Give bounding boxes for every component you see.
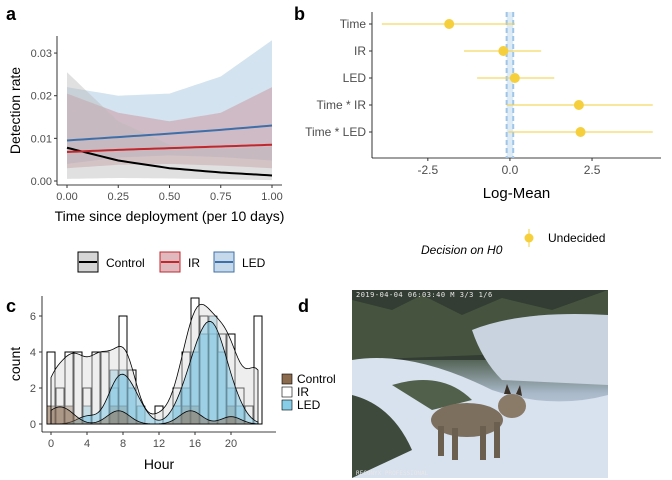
panel-b-chart: Time IR LED Time * IR Time * LED -2.5 0.0 2.5 Lo… xyxy=(305,12,661,257)
panel-label-c: c xyxy=(6,296,17,316)
panel-a-line-led xyxy=(66,124,273,142)
panel-label-a: a xyxy=(6,4,17,24)
panel-a-y-tick-label: 0.00 xyxy=(31,176,52,188)
panel-a-y-tick-label: 0.02 xyxy=(31,91,52,103)
panel-b-reference-band xyxy=(506,12,514,158)
panel-a-x-tick-label: 1.00 xyxy=(261,191,282,203)
panel-b-category-label: Time * IR xyxy=(316,98,366,112)
photo-timestamp: 2019-04-04 06:03:40 M 3/3 1/6 xyxy=(356,291,493,299)
panel-c-y-tick-label: 0 xyxy=(30,419,36,431)
panel-b-estimate-point xyxy=(509,73,520,83)
panel-a-band-led xyxy=(67,40,272,164)
panel-a-x-tick-label: 0.25 xyxy=(108,191,129,203)
panel-c-x-label: Hour xyxy=(144,456,175,472)
panel-a-band-control xyxy=(67,72,272,181)
panel-label-b: b xyxy=(294,4,305,24)
panel-a-legend-label-control: Control xyxy=(106,256,145,270)
panel-b-category-label: IR xyxy=(354,44,366,58)
panel-b-estimate-point xyxy=(573,100,584,110)
panel-a-x-tick-label: 0.75 xyxy=(210,191,231,203)
panel-c-x-tick-label: 16 xyxy=(189,438,201,450)
panel-label-d: d xyxy=(298,296,309,316)
panel-a-x-tick-label: 0.00 xyxy=(56,191,77,203)
panel-c-y-tick-label: 2 xyxy=(30,383,36,395)
panel-c-y-tick-label: 6 xyxy=(30,311,36,323)
lynx-icon xyxy=(431,384,526,460)
panel-c-y-label: count xyxy=(7,347,23,381)
panel-c-legend-label-ir: IR xyxy=(297,385,309,399)
panel-a-line-control xyxy=(66,146,273,177)
panel-a-y-label: Detection rate xyxy=(7,67,23,154)
panel-b-category-label: Time * LED xyxy=(305,125,366,139)
panel-c-x-tick-label: 8 xyxy=(120,438,126,450)
panel-a-y-tick-label: 0.03 xyxy=(31,48,52,60)
panel-a-x-tick-label: 0.50 xyxy=(159,191,180,203)
panel-b-estimate-point xyxy=(575,127,586,137)
panel-c-x-tick-label: 12 xyxy=(153,438,165,450)
photo-scene xyxy=(352,290,608,478)
panel-c-legend-label-led: LED xyxy=(297,398,321,412)
panel-b-legend-title: Decision on H0 xyxy=(421,243,503,257)
panel-c-x-tick-label: 20 xyxy=(225,438,237,450)
panel-b-estimate-point xyxy=(444,19,455,29)
panel-a-x-label: Time since deployment (per 10 days) xyxy=(55,208,285,224)
panel-a-band-ir xyxy=(67,87,272,169)
panel-c-density-led xyxy=(50,320,259,425)
panel-a-legend-label-led: LED xyxy=(242,256,266,270)
panel-b-category-label: LED xyxy=(343,71,367,85)
panel-a-legend-label-ir: IR xyxy=(188,256,200,270)
lynx-camera-trap-photo: 2019-04-04 06:03:40 M 3/3 1/6 RECONYX PR… xyxy=(352,290,608,478)
panel-c-legend-key-control xyxy=(281,373,293,385)
panel-a-chart: 0.00 0.01 0.02 0.03 0.00 0.25 0.50 0.75 1.00 Time… xyxy=(7,36,285,273)
panel-b-category-label: Time xyxy=(340,17,367,31)
panel-c-x-tick-label: 4 xyxy=(84,438,90,450)
photo-brand: RECONYX PROFESSIONAL xyxy=(356,470,429,477)
panel-b-legend-label: Undecided xyxy=(548,231,605,245)
panel-b-x-label: Log-Mean xyxy=(483,185,551,202)
panel-b-x-tick-label: 0.0 xyxy=(502,163,519,177)
panel-a-line-ir xyxy=(66,143,273,153)
panel-a-y-tick-label: 0.01 xyxy=(31,133,52,145)
panel-b-legend-key-point xyxy=(524,233,534,243)
panel-b-estimate-point xyxy=(498,46,509,56)
panel-c-legend-label-control: Control xyxy=(297,372,336,386)
panel-c-density-ir xyxy=(50,303,259,425)
panel-c-density-control xyxy=(50,406,259,425)
panel-b-x-tick-label: 2.5 xyxy=(584,163,601,177)
panel-c-legend-key-ir xyxy=(281,386,293,398)
panel-c-legend-key-led xyxy=(281,399,293,411)
panel-c-y-tick-label: 4 xyxy=(30,347,36,359)
panel-c-x-tick-label: 0 xyxy=(48,438,54,450)
panel-b-x-tick-label: -2.5 xyxy=(417,163,438,177)
